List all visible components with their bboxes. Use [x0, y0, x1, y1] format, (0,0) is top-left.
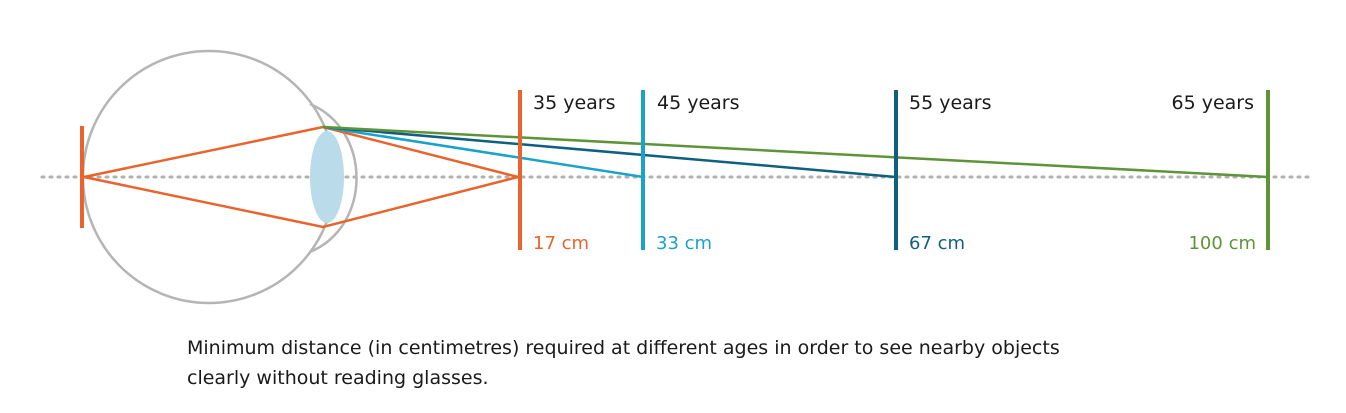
ray-65-years: [322, 125, 1269, 179]
caption-line-1: Minimum distance (in centimetres) requir…: [187, 337, 1060, 359]
lens: [310, 131, 344, 223]
caption-line-2: clearly without reading glasses.: [187, 367, 489, 389]
distance-label-100cm: 100 cm: [1188, 233, 1256, 254]
ray-45-years: [322, 125, 644, 179]
ray-55-years: [322, 125, 897, 179]
age-label-35: 35 years: [533, 92, 616, 114]
distance-label-33cm: 33 cm: [656, 233, 712, 254]
distance-label-17cm: 17 cm: [533, 233, 589, 254]
caption: Minimum distance (in centimetres) requir…: [187, 333, 1287, 393]
cornea-outline: [309, 102, 358, 254]
ray-inside-lower: [83, 175, 519, 229]
age-label-55: 55 years: [909, 92, 992, 114]
age-label-45: 45 years: [657, 92, 740, 114]
age-label-65: 65 years: [1171, 92, 1254, 114]
distance-label-67cm: 67 cm: [909, 233, 965, 254]
